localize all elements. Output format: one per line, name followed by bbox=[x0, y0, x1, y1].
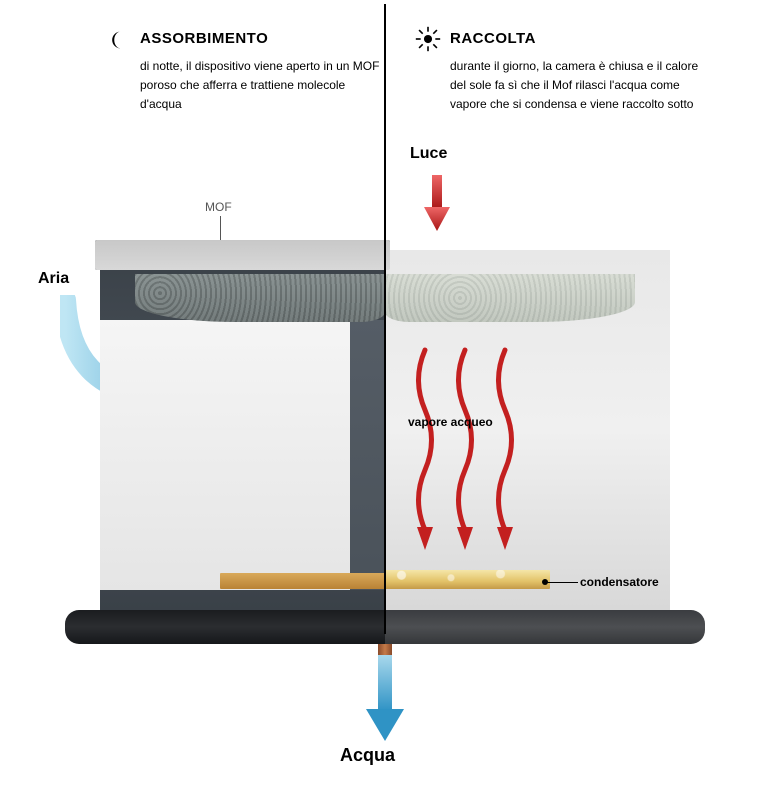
vapore-label: vapore acqueo bbox=[408, 415, 493, 429]
luce-arrow-icon bbox=[420, 175, 454, 240]
day-chamber-lid bbox=[95, 240, 390, 270]
aria-label: Aria bbox=[38, 270, 69, 288]
luce-label: Luce bbox=[410, 145, 447, 163]
acqua-arrow-icon bbox=[362, 655, 408, 750]
moon-icon bbox=[108, 30, 128, 50]
condensatore-leader-dot bbox=[542, 579, 548, 585]
base-plate-right bbox=[385, 610, 705, 644]
vapor-waves-icon bbox=[410, 345, 560, 580]
mof-layer-night bbox=[135, 274, 385, 322]
base-plate-left bbox=[65, 610, 385, 644]
right-phase-title: RACCOLTA bbox=[450, 30, 700, 47]
left-phase-description: di notte, il dispositivo viene aperto in… bbox=[140, 57, 390, 115]
mof-label: MOF bbox=[205, 200, 232, 214]
condenser-plate-night bbox=[220, 573, 385, 589]
mof-layer-day bbox=[385, 274, 635, 322]
condenser-wet-texture bbox=[385, 570, 550, 583]
day-chamber-interior bbox=[100, 320, 350, 590]
right-phase-description: durante il giorno, la camera è chiusa e … bbox=[450, 57, 700, 115]
sun-icon bbox=[415, 26, 441, 52]
acqua-label: Acqua bbox=[340, 745, 395, 766]
condensatore-leader-line bbox=[546, 582, 578, 583]
condensatore-label: condensatore bbox=[580, 575, 659, 589]
left-phase-title: ASSORBIMENTO bbox=[140, 30, 390, 47]
device-cross-section bbox=[100, 250, 670, 650]
center-divider bbox=[384, 4, 386, 634]
